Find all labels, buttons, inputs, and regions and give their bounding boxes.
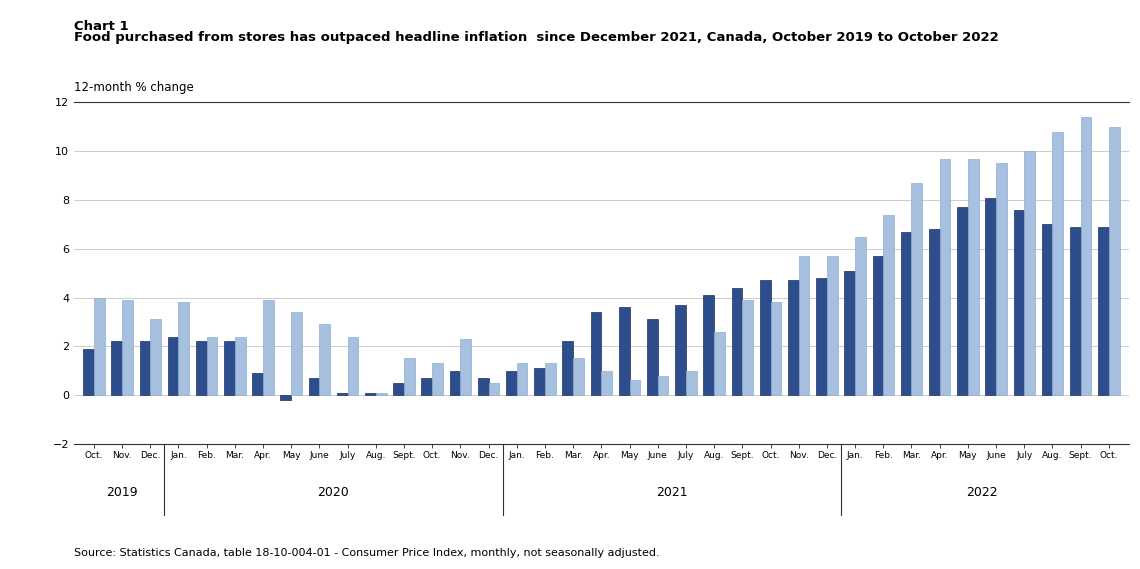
Bar — [658, 376, 668, 395]
Bar — [263, 300, 274, 395]
Bar — [506, 370, 516, 395]
Bar — [602, 370, 612, 395]
Bar — [535, 368, 545, 395]
Text: 2020: 2020 — [318, 486, 349, 498]
Bar — [404, 358, 415, 395]
Bar — [206, 336, 218, 395]
Bar — [845, 271, 855, 395]
Bar — [816, 278, 826, 395]
Bar — [319, 324, 331, 395]
Bar — [365, 393, 376, 395]
Text: 12-month % change: 12-month % change — [74, 81, 194, 94]
Bar — [1081, 117, 1091, 395]
Bar — [1013, 210, 1024, 395]
Bar — [337, 393, 348, 395]
Bar — [291, 312, 302, 395]
Bar — [732, 288, 742, 395]
Bar — [968, 159, 978, 395]
Text: Food purchased from stores has outpaced headline inflation  since December 2021,: Food purchased from stores has outpaced … — [74, 31, 999, 44]
Bar — [280, 395, 291, 400]
Bar — [629, 381, 641, 395]
Bar — [122, 300, 132, 395]
Bar — [545, 364, 555, 395]
Bar — [393, 383, 404, 395]
Bar — [432, 364, 443, 395]
Bar — [912, 183, 922, 395]
Bar — [252, 373, 263, 395]
Bar — [93, 298, 105, 395]
Text: 2019: 2019 — [106, 486, 138, 498]
Bar — [996, 163, 1007, 395]
Bar — [1052, 131, 1064, 395]
Bar — [872, 256, 884, 395]
Bar — [591, 312, 601, 395]
Text: 2021: 2021 — [656, 486, 687, 498]
Bar — [489, 383, 499, 395]
Bar — [742, 300, 754, 395]
Bar — [799, 256, 809, 395]
Bar — [179, 302, 189, 395]
Bar — [939, 159, 951, 395]
Bar — [225, 341, 235, 395]
Bar — [1109, 127, 1119, 395]
Bar — [1098, 227, 1109, 395]
Bar — [1042, 224, 1052, 395]
Bar — [139, 341, 150, 395]
Bar — [422, 378, 432, 395]
Bar — [449, 370, 461, 395]
Text: Chart 1: Chart 1 — [74, 20, 129, 33]
Bar — [771, 302, 781, 395]
Bar — [1070, 227, 1081, 395]
Bar — [150, 319, 161, 395]
Bar — [648, 319, 658, 395]
Bar — [958, 207, 968, 395]
Bar — [703, 295, 714, 395]
Bar — [855, 237, 865, 395]
Bar — [112, 341, 122, 395]
Bar — [562, 341, 573, 395]
Bar — [376, 393, 386, 395]
Bar — [516, 364, 528, 395]
Bar — [929, 229, 939, 395]
Bar — [788, 281, 799, 395]
Bar — [826, 256, 838, 395]
Bar — [884, 215, 894, 395]
Bar — [686, 370, 697, 395]
Bar — [461, 339, 471, 395]
Bar — [168, 336, 179, 395]
Bar — [1024, 151, 1035, 395]
Bar — [83, 349, 93, 395]
Bar — [235, 336, 245, 395]
Bar — [759, 281, 771, 395]
Bar — [196, 341, 206, 395]
Text: Source: Statistics Canada, table 18-10-004-01 - Consumer Price Index, monthly, n: Source: Statistics Canada, table 18-10-0… — [74, 547, 660, 558]
Bar — [985, 197, 996, 395]
Bar — [478, 378, 489, 395]
Bar — [348, 336, 358, 395]
Bar — [901, 232, 912, 395]
Bar — [619, 307, 629, 395]
Bar — [675, 305, 686, 395]
Bar — [714, 332, 725, 395]
Bar — [573, 358, 584, 395]
Bar — [309, 378, 319, 395]
Text: 2022: 2022 — [967, 486, 998, 498]
